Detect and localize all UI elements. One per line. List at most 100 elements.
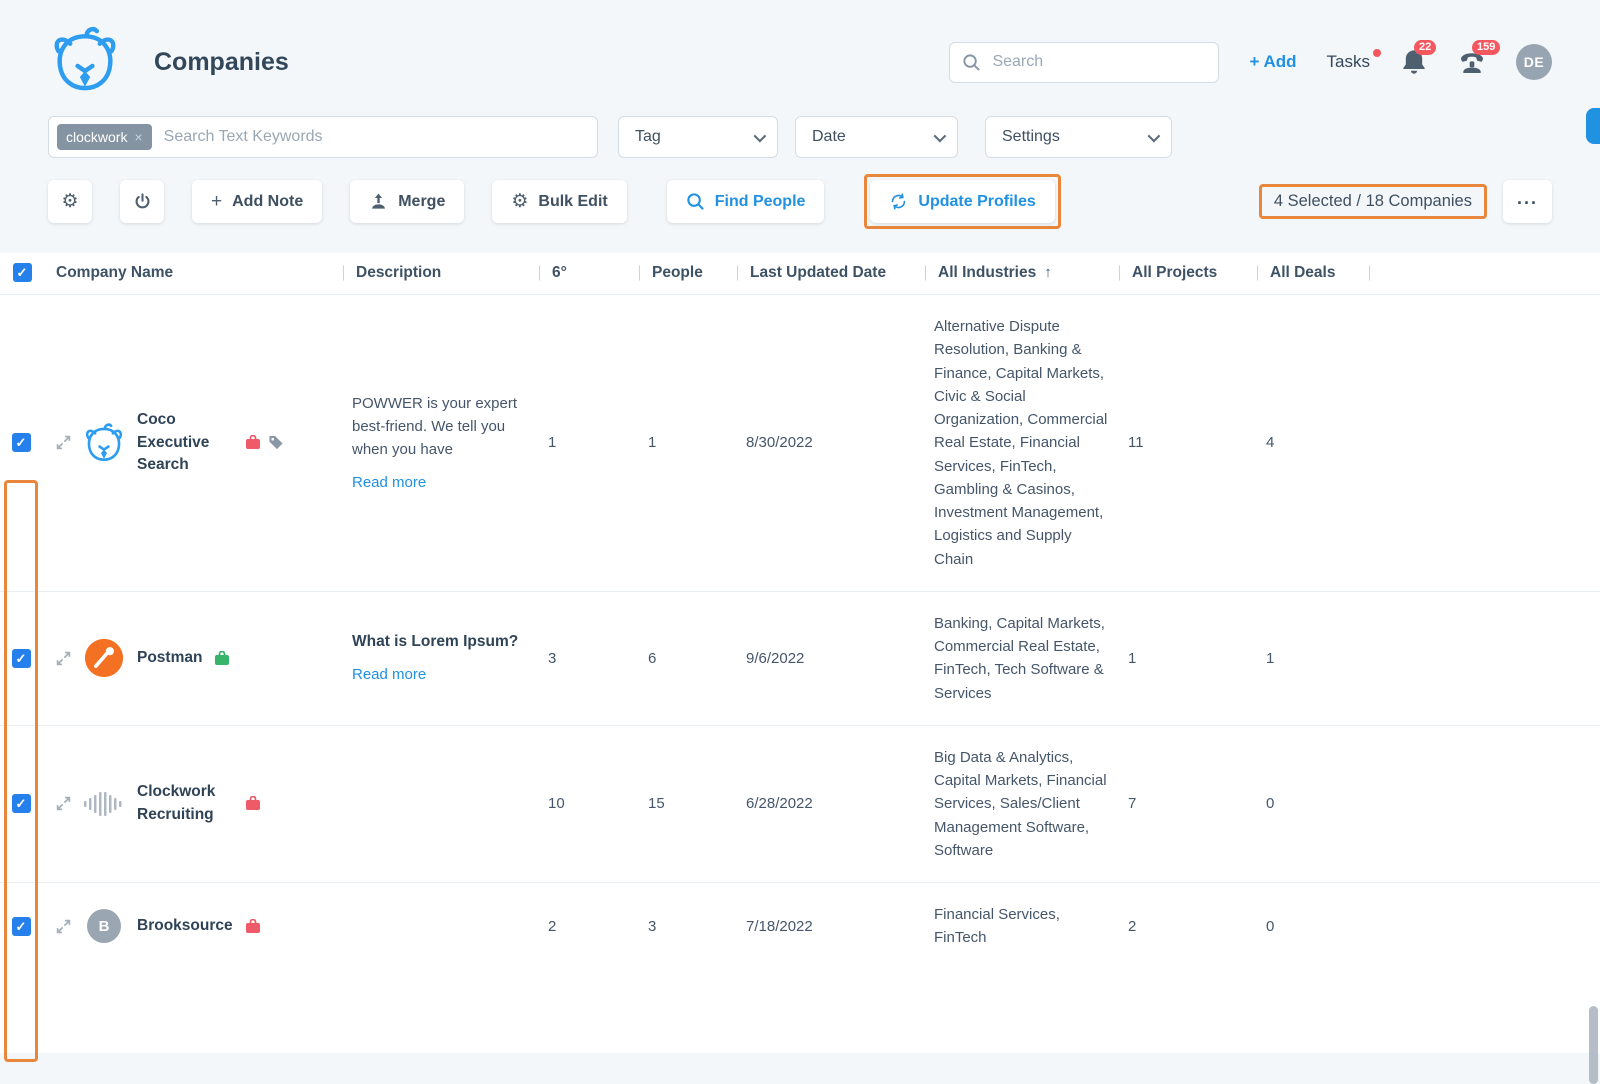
- update-profiles-label: Update Profiles: [918, 192, 1036, 210]
- company-name-link[interactable]: Coco Executive Search: [137, 411, 210, 474]
- tag-icon: [269, 436, 283, 450]
- projects-count: 11: [1128, 434, 1144, 452]
- people-count: 15: [648, 795, 665, 813]
- table-row: ✓ Clockwork Recruiting 10 15 6/28/2022 B…: [0, 724, 1600, 882]
- bulk-edit-button[interactable]: ⚙ Bulk Edit: [492, 180, 627, 223]
- expand-icon[interactable]: [56, 919, 71, 934]
- company-logo: [81, 638, 127, 678]
- read-more-link[interactable]: Read more: [352, 666, 427, 684]
- tasks-notification-dot: [1373, 49, 1381, 57]
- column-header-degrees[interactable]: 6°: [540, 264, 640, 282]
- check-icon: ✓: [15, 650, 27, 666]
- calls-badge: 159: [1472, 40, 1501, 55]
- power-button[interactable]: [120, 180, 164, 223]
- deals-count: 1: [1266, 649, 1275, 667]
- company-logo-letter: B: [87, 909, 121, 944]
- annotation-selection-count: 4 Selected / 18 Companies: [1258, 184, 1487, 219]
- company-badges: [214, 650, 230, 666]
- keyword-search-field[interactable]: clockwork ×: [48, 116, 598, 158]
- companies-table: ✓ Company Name Description 6° People Las…: [0, 253, 1600, 1053]
- table-row: ✓ B Brooksource 2 3 7/18/2022 Financial …: [0, 882, 1600, 970]
- find-people-button[interactable]: Find People: [666, 180, 825, 223]
- degrees-value: 2: [548, 917, 557, 935]
- app-logo-mascot-icon[interactable]: [48, 23, 122, 101]
- column-header-projects[interactable]: All Projects: [1120, 264, 1258, 282]
- degrees-value: 3: [548, 649, 557, 667]
- bulk-edit-label: Bulk Edit: [538, 192, 608, 210]
- deals-count: 4: [1266, 434, 1275, 452]
- annotation-update-profiles: Update Profiles: [864, 174, 1061, 229]
- row-checkbox[interactable]: ✓: [11, 916, 31, 936]
- global-search-input[interactable]: [949, 41, 1220, 83]
- settings-gear-button[interactable]: ⚙: [48, 180, 92, 223]
- side-panel-tab[interactable]: [1586, 108, 1600, 144]
- industries-list: Banking, Capital Markets, Commercial Rea…: [934, 614, 1105, 702]
- date-filter-dropdown[interactable]: Date: [795, 116, 958, 158]
- chevron-down-icon: [753, 129, 767, 142]
- update-profiles-button[interactable]: Update Profiles: [870, 180, 1055, 223]
- company-logo: [81, 420, 127, 466]
- expand-icon[interactable]: [56, 651, 71, 666]
- scrollbar-thumb[interactable]: [1589, 1006, 1598, 1084]
- filter-chip-clockwork[interactable]: clockwork ×: [57, 124, 152, 150]
- company-badges: [245, 918, 261, 934]
- user-avatar[interactable]: DE: [1516, 44, 1552, 80]
- settings-filter-dropdown[interactable]: Settings: [985, 116, 1172, 158]
- select-all-checkbox[interactable]: ✓: [12, 263, 32, 282]
- industries-list: Big Data & Analytics, Capital Markets, F…: [934, 748, 1107, 859]
- bell-icon: [1403, 50, 1425, 74]
- row-checkbox[interactable]: ✓: [11, 433, 31, 453]
- expand-icon[interactable]: [56, 796, 71, 811]
- calls-button[interactable]: 159: [1458, 40, 1501, 76]
- column-header-description[interactable]: Description: [344, 264, 540, 282]
- company-name-link[interactable]: Postman: [137, 649, 203, 667]
- deal-briefcase-green-icon: [215, 650, 230, 665]
- settings-filter-label: Settings: [1002, 128, 1060, 145]
- keyword-search-input[interactable]: [163, 128, 587, 146]
- search-icon: [963, 53, 981, 71]
- company-name-link[interactable]: Brooksource: [137, 917, 233, 935]
- selection-summary: 4 Selected / 18 Companies: [1273, 192, 1472, 210]
- row-checkbox[interactable]: ✓: [11, 648, 31, 668]
- check-icon: ✓: [15, 435, 27, 451]
- table-header-row: ✓ Company Name Description 6° People Las…: [0, 253, 1600, 294]
- add-note-button[interactable]: + Add Note: [192, 180, 323, 223]
- column-header-company-name[interactable]: Company Name: [44, 264, 344, 282]
- more-actions-button[interactable]: ...: [1502, 180, 1552, 223]
- projects-count: 2: [1128, 917, 1137, 935]
- notifications-badge: 22: [1414, 40, 1437, 55]
- tasks-label: Tasks: [1326, 52, 1370, 71]
- power-icon: [135, 193, 149, 209]
- company-description-title: What is Lorem Ipsum?: [352, 633, 519, 651]
- last-updated-date: 7/18/2022: [746, 917, 813, 935]
- column-header-people[interactable]: People: [640, 264, 738, 282]
- page-title: Companies: [154, 47, 289, 76]
- merge-button[interactable]: Merge: [350, 180, 465, 223]
- company-logo: B: [81, 909, 127, 944]
- gear-icon: ⚙: [511, 191, 529, 212]
- people-count: 1: [648, 434, 657, 452]
- column-header-deals[interactable]: All Deals: [1258, 264, 1370, 282]
- column-header-industries[interactable]: All Industries ↑: [926, 264, 1120, 282]
- chevron-down-icon: [1147, 129, 1161, 142]
- company-logo: [81, 790, 127, 818]
- read-more-link[interactable]: Read more: [352, 473, 427, 491]
- industries-list: Alternative Dispute Resolution, Banking …: [934, 318, 1108, 568]
- people-count: 3: [648, 917, 657, 935]
- chevron-down-icon: [933, 129, 947, 142]
- tag-filter-dropdown[interactable]: Tag: [618, 116, 778, 158]
- table-row: ✓ Coco Executive Search POWWER is your e…: [0, 294, 1600, 591]
- add-button[interactable]: + Add: [1249, 52, 1297, 71]
- company-name-link[interactable]: Clockwork Recruiting: [137, 783, 216, 823]
- sync-profile-icon: [892, 193, 906, 210]
- notifications-bell[interactable]: 22: [1400, 40, 1437, 76]
- tasks-link[interactable]: Tasks: [1326, 49, 1381, 72]
- row-checkbox[interactable]: ✓: [11, 794, 31, 814]
- add-note-label: Add Note: [232, 192, 304, 210]
- expand-icon[interactable]: [56, 435, 71, 450]
- plus-icon: +: [211, 190, 223, 212]
- column-header-last-updated[interactable]: Last Updated Date: [738, 264, 926, 282]
- chip-close-icon[interactable]: ×: [134, 129, 143, 145]
- company-badges: [245, 796, 261, 811]
- global-search: [949, 41, 1220, 83]
